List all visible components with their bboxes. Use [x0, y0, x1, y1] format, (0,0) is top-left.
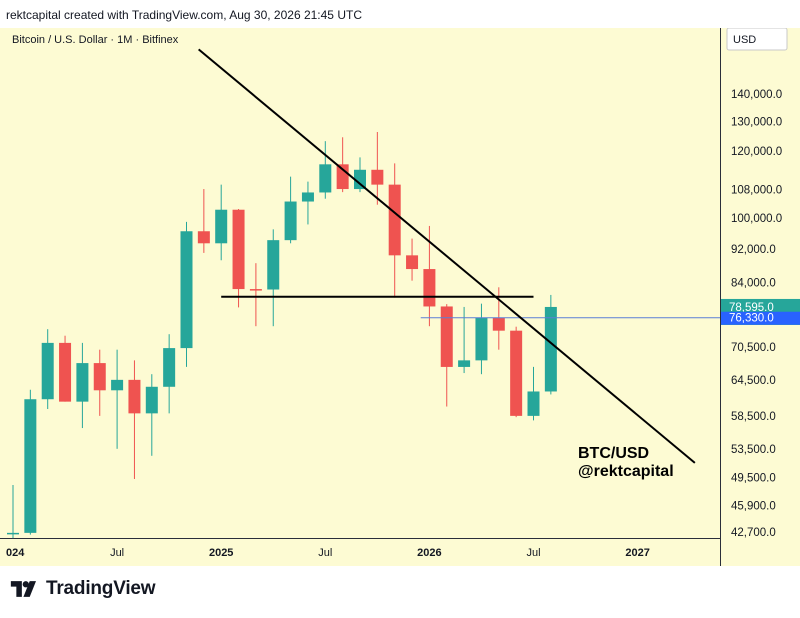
y-tick-label: 108,000.0 [731, 185, 782, 197]
candle-body [267, 240, 280, 290]
y-tick-label: 53,500.0 [731, 444, 776, 456]
candle-body [145, 386, 158, 414]
y-tick-label: 84,000.0 [731, 277, 776, 289]
y-tick-label: 42,700.0 [731, 527, 776, 539]
y-tick-label: 45,900.0 [731, 500, 776, 512]
annotation-line-1: BTC/USD [578, 445, 649, 462]
candle-body [510, 330, 523, 416]
time-axis-background [0, 538, 720, 566]
tradingview-logo-icon [10, 581, 36, 597]
candle-body [544, 306, 557, 392]
x-tick-label: Jul [110, 547, 124, 559]
candle-body [475, 317, 488, 361]
chart-area[interactable]: Bitcoin / U.S. Dollar · 1M · Bitfinex USD… [0, 27, 800, 566]
candle-body [41, 342, 54, 400]
plot-background [0, 28, 720, 538]
candle-body [354, 169, 366, 190]
line-price-label-bg [721, 311, 800, 325]
candle-body [440, 306, 453, 367]
x-tick-label: Jul [318, 547, 332, 559]
candle-body [180, 231, 193, 349]
candle-body [527, 391, 540, 416]
currency-box [726, 27, 788, 51]
candle-body [284, 201, 297, 241]
candle-body [76, 363, 89, 402]
candle-body [215, 209, 228, 244]
candlestick-chart[interactable]: Bitcoin / U.S. Dollar · 1M · Bitfinex USD… [0, 27, 800, 566]
current-price-label: 78,595.0 [729, 302, 774, 314]
x-tick-label: 2025 [209, 547, 233, 559]
y-tick-label: 70,500.0 [731, 342, 776, 354]
chart-title: Bitcoin / U.S. Dollar · 1M · Bitfinex [12, 34, 179, 46]
candle-body [7, 532, 19, 535]
currency-label: USD [733, 34, 756, 46]
candle-body [93, 363, 106, 391]
y-tick-label: 100,000.0 [731, 213, 782, 225]
y-tick-label: 58,500.0 [731, 411, 776, 423]
y-tick-label: 92,000.0 [731, 244, 776, 256]
candle-body [24, 399, 37, 533]
x-tick-label: 2027 [625, 547, 649, 559]
candle-body [128, 379, 141, 414]
candle-body [301, 192, 314, 202]
candle-body [232, 209, 245, 290]
candle-body [458, 360, 471, 367]
trendline-descending-resistance [198, 48, 696, 464]
annotation-line-2: @rektcapital [578, 463, 674, 480]
candle-body [59, 342, 72, 402]
candle-body [197, 231, 210, 244]
candle-body [336, 164, 349, 190]
y-tick-label: 49,500.0 [731, 472, 776, 484]
candle-body [249, 289, 262, 291]
x-tick-label: 024 [6, 547, 25, 559]
candle-body [406, 255, 419, 270]
candle-body [492, 317, 505, 331]
candle-body [163, 348, 176, 387]
line-price-label: 76,330.0 [729, 313, 774, 325]
tradingview-logo[interactable]: TradingView [10, 578, 156, 600]
candle-body [388, 184, 401, 256]
x-tick-label: 2026 [417, 547, 441, 559]
y-tick-label: 130,000.0 [731, 116, 782, 128]
candle-body [371, 169, 384, 185]
candle-body [319, 164, 332, 193]
y-tick-label: 140,000.0 [731, 89, 782, 101]
y-tick-label: 120,000.0 [731, 146, 782, 158]
price-axis-background [720, 28, 800, 566]
candle-body [111, 379, 124, 391]
tradingview-logo-text: TradingView [46, 578, 156, 599]
chart-attribution-header: rektcapital created with TradingView.com… [6, 8, 362, 22]
x-tick-label: Jul [526, 547, 540, 559]
y-tick-label: 64,500.0 [731, 375, 776, 387]
candle-body [423, 269, 436, 307]
